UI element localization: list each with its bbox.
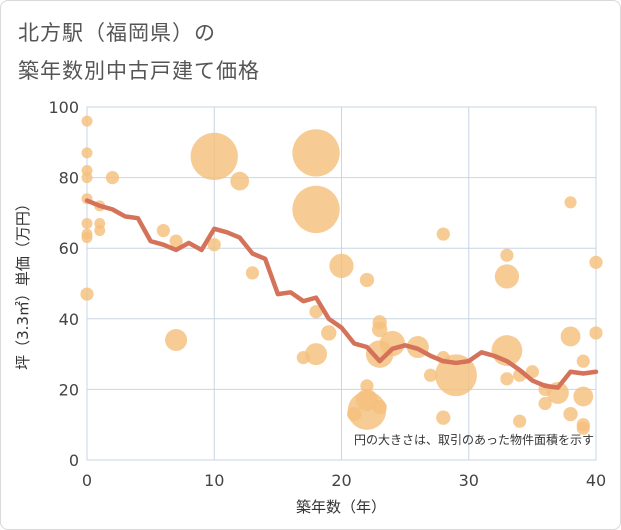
bubble <box>105 171 120 185</box>
size-annotation: 円の大きさは、取引のあった物件面積を示す <box>354 432 594 447</box>
bubble <box>169 234 183 248</box>
y-tick-label: 20 <box>59 380 79 399</box>
bubble <box>165 328 188 351</box>
bubble <box>309 305 323 319</box>
x-tick-label: 40 <box>586 471 606 490</box>
y-tick-label: 80 <box>59 169 79 188</box>
bubble <box>305 343 328 366</box>
x-tick-label: 20 <box>331 471 351 490</box>
bubble <box>563 406 578 422</box>
bubble <box>94 225 106 237</box>
bubble <box>329 253 354 278</box>
bubble <box>81 115 93 127</box>
chart-title-line-1: 北方駅（福岡県）の <box>18 21 216 45</box>
bubble <box>207 238 221 252</box>
y-tick-label: 60 <box>59 239 79 258</box>
bubble <box>81 172 93 184</box>
bubble <box>436 227 450 241</box>
bubble <box>436 410 451 425</box>
average-price-line <box>84 198 599 390</box>
x-tick-labels: 0 10 20 30 40 <box>82 471 606 490</box>
bubble <box>372 399 387 415</box>
bubble <box>500 372 514 386</box>
y-axis-label: 坪（3.3㎡）単価（万円） <box>14 196 32 370</box>
x-tick-label: 0 <box>82 471 92 490</box>
bubble <box>589 255 603 269</box>
bubble <box>359 272 375 288</box>
bubble <box>423 368 438 382</box>
bubble <box>321 325 337 341</box>
x-tick-label: 10 <box>204 471 224 490</box>
bubble <box>81 232 93 244</box>
bubble <box>576 421 590 435</box>
bubble <box>379 330 406 357</box>
x-axis-label: 築年数（年） <box>296 498 386 516</box>
chart-title-line-2: 築年数別中古戸建て価格 <box>18 59 260 83</box>
bubble <box>538 396 552 411</box>
bubble <box>81 147 93 159</box>
bubble <box>81 217 93 229</box>
bubble <box>360 379 374 393</box>
bubble <box>230 171 250 191</box>
bubble <box>576 354 590 368</box>
bubble <box>292 129 340 177</box>
bubble <box>513 414 527 428</box>
bubble <box>564 196 577 209</box>
bubble <box>494 264 520 289</box>
bubble <box>589 326 603 340</box>
x-tick-label: 30 <box>459 471 479 490</box>
y-tick-labels: 0 20 40 60 80 100 <box>48 98 79 470</box>
bubble <box>156 223 170 238</box>
bubble <box>292 185 340 234</box>
bubble <box>573 386 594 407</box>
y-tick-label: 100 <box>48 98 79 117</box>
bubble <box>371 321 388 338</box>
y-tick-label: 40 <box>59 310 79 329</box>
bubble <box>435 354 477 397</box>
bubbles-layer <box>80 115 603 435</box>
bubble <box>80 287 94 301</box>
bubble <box>190 132 238 181</box>
bubble <box>500 248 514 262</box>
bubble <box>560 326 581 347</box>
bubble <box>245 266 260 280</box>
y-tick-label: 0 <box>69 451 79 470</box>
